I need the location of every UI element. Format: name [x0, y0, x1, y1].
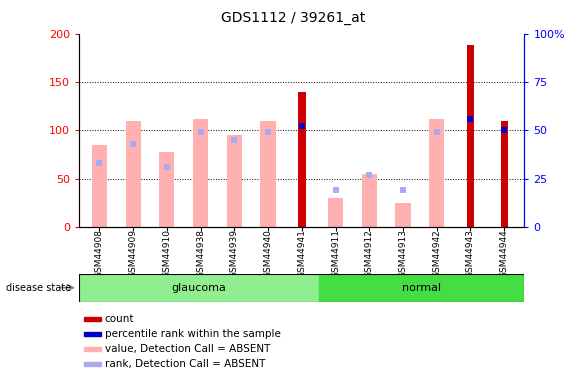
Text: GSM44944: GSM44944 — [500, 229, 509, 278]
Text: rank, Detection Call = ABSENT: rank, Detection Call = ABSENT — [104, 359, 265, 369]
Bar — [79, 274, 319, 302]
Bar — [84, 317, 101, 321]
Text: GSM44938: GSM44938 — [196, 229, 205, 278]
Text: percentile rank within the sample: percentile rank within the sample — [104, 329, 280, 339]
Text: GSM44943: GSM44943 — [466, 229, 475, 278]
Text: normal: normal — [402, 283, 441, 293]
Text: GSM44909: GSM44909 — [128, 229, 138, 278]
Text: GSM44912: GSM44912 — [364, 229, 374, 278]
Text: count: count — [104, 314, 134, 324]
Bar — [500, 121, 508, 227]
Text: GSM44942: GSM44942 — [432, 229, 441, 278]
Bar — [396, 203, 411, 227]
Text: glaucoma: glaucoma — [172, 283, 226, 293]
Bar — [84, 347, 101, 351]
Text: GSM44940: GSM44940 — [264, 229, 272, 278]
Text: GDS1112 / 39261_at: GDS1112 / 39261_at — [221, 11, 365, 25]
Bar — [467, 45, 474, 227]
Bar — [319, 274, 524, 302]
Bar — [159, 152, 175, 227]
Bar — [92, 145, 107, 227]
Bar — [84, 332, 101, 336]
Text: GSM44910: GSM44910 — [162, 229, 171, 278]
Text: value, Detection Call = ABSENT: value, Detection Call = ABSENT — [104, 344, 270, 354]
Text: GSM44913: GSM44913 — [398, 229, 407, 278]
Bar — [298, 92, 305, 227]
Bar — [227, 135, 242, 227]
Bar — [193, 119, 208, 227]
Bar — [429, 119, 444, 227]
Bar — [328, 198, 343, 227]
Text: disease state: disease state — [6, 283, 71, 292]
Bar — [362, 174, 377, 227]
Text: GSM44939: GSM44939 — [230, 229, 239, 278]
Bar — [260, 121, 275, 227]
Bar — [125, 121, 141, 227]
Text: GSM44911: GSM44911 — [331, 229, 340, 278]
Text: GSM44941: GSM44941 — [297, 229, 306, 278]
Bar — [84, 362, 101, 366]
Text: GSM44908: GSM44908 — [95, 229, 104, 278]
